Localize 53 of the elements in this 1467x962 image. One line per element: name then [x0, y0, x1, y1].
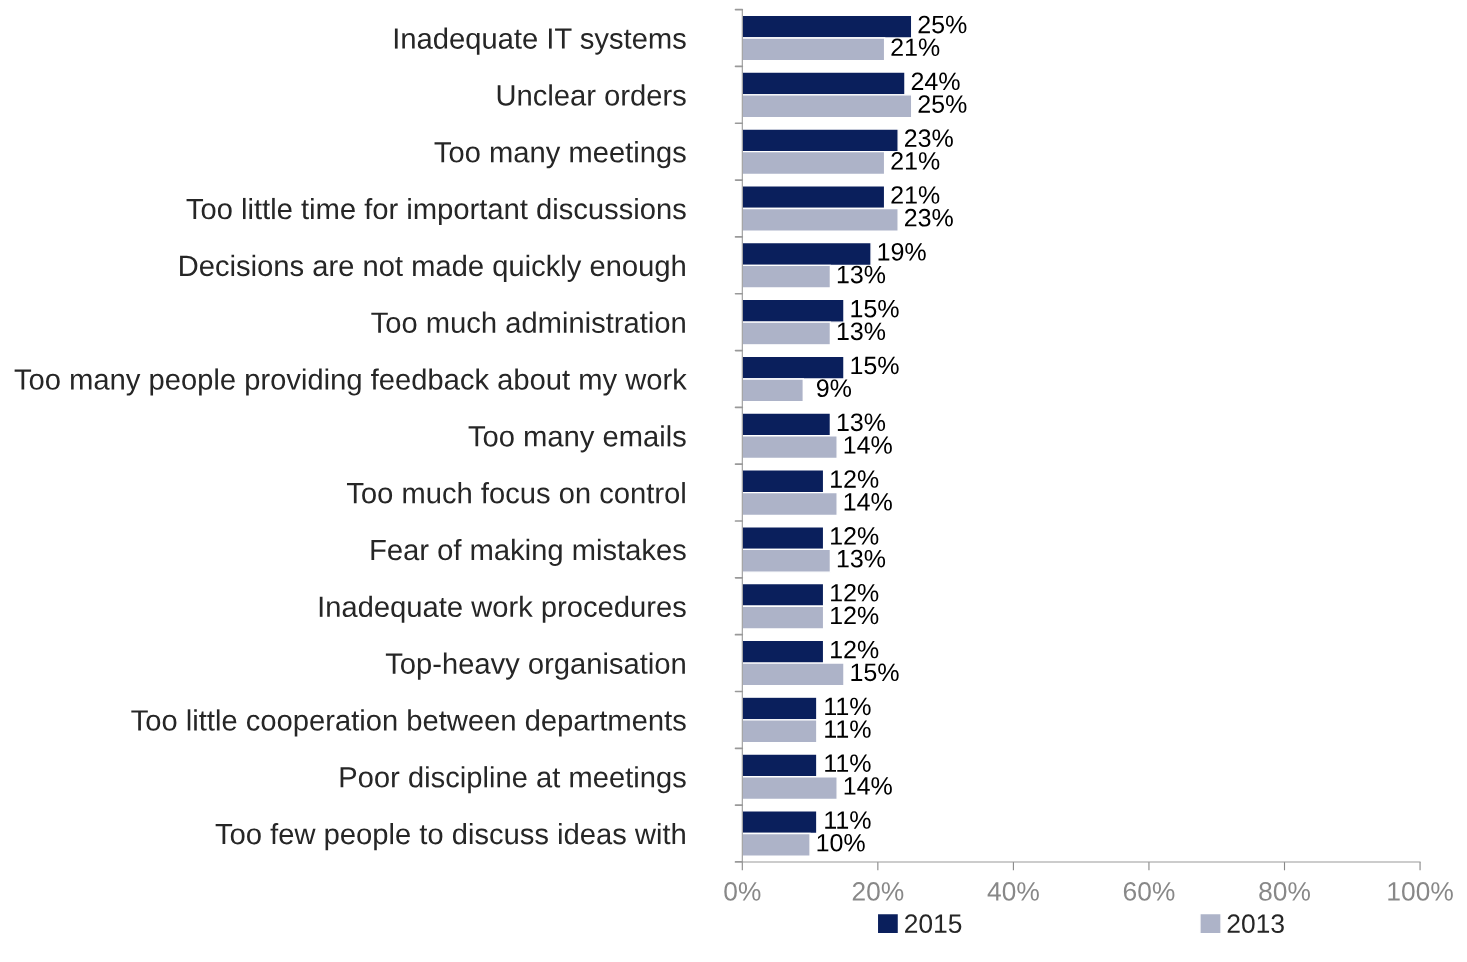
- y-tick-label: Decisions are not made quickly enough: [180, 254, 685, 282]
- data-label: 11%: [825, 754, 871, 772]
- data-label: 15%: [851, 663, 899, 682]
- y-tick-label: Too much administration: [371, 311, 685, 333]
- data-label: 13%: [837, 265, 886, 284]
- y-tick-label: Top-heavy organisation: [385, 652, 685, 680]
- data-label: 21%: [891, 186, 940, 204]
- data-label: 10%: [817, 833, 865, 852]
- data-label: 15%: [851, 299, 899, 318]
- data-label: 12%: [831, 606, 879, 625]
- y-tick-label: Poor discipline at meetings: [340, 766, 686, 794]
- y-tick-label: Too little cooperation between departments: [131, 709, 686, 737]
- data-label: 15%: [851, 356, 899, 375]
- data-label: 21%: [891, 152, 940, 170]
- data-label: 25%: [918, 15, 967, 34]
- x-tick-label: 100%: [1388, 882, 1453, 901]
- data-label: 12%: [831, 583, 879, 602]
- x-tick-label: 20%: [852, 882, 904, 901]
- y-tick-label: Too many meetings: [434, 141, 686, 169]
- x-tick-label: 80%: [1259, 882, 1310, 901]
- data-label: 23%: [904, 129, 953, 148]
- y-tick-label: Fear of making mistakes: [371, 538, 686, 567]
- data-label: 9%: [816, 379, 852, 398]
- y-tick-label: Too many emails: [468, 425, 686, 453]
- data-label: 14%: [844, 777, 892, 795]
- data-label: 11%: [825, 697, 871, 716]
- data-label: 13%: [837, 549, 886, 568]
- y-tick-label: Too much focus on control: [346, 482, 685, 504]
- data-label: 13%: [837, 413, 886, 432]
- data-label: 19%: [878, 242, 926, 261]
- data-label: 13%: [837, 322, 886, 341]
- data-label: 12%: [831, 640, 879, 659]
- data-label: 11%: [825, 811, 871, 829]
- data-label: 11%: [825, 720, 871, 738]
- y-tick-label: Inadequate work procedures: [319, 595, 686, 623]
- data-label: 23%: [904, 208, 953, 227]
- data-label: 24%: [911, 72, 960, 91]
- legend-label: 2013: [1227, 914, 1284, 934]
- x-tick-label: 0%: [724, 882, 761, 901]
- y-tick-label: Unclear orders: [497, 84, 686, 106]
- y-tick-label: Too little time for important discussions: [186, 197, 686, 226]
- y-tick-label: Too few people to discuss ideas with: [215, 822, 685, 851]
- data-label: 25%: [918, 95, 967, 113]
- data-label: 14%: [844, 436, 892, 454]
- data-label: 12%: [831, 470, 879, 488]
- y-tick-label: Too many people providing feedback about my work: [14, 368, 687, 396]
- data-label: 14%: [844, 493, 892, 511]
- data-label: 12%: [831, 527, 879, 545]
- x-tick-label: 40%: [987, 882, 1039, 901]
- data-label: 21%: [891, 38, 940, 57]
- y-tick-label: Inadequate IT systems: [394, 27, 686, 55]
- legend-label: 2015: [905, 914, 962, 934]
- x-tick-label: 60%: [1123, 882, 1175, 901]
